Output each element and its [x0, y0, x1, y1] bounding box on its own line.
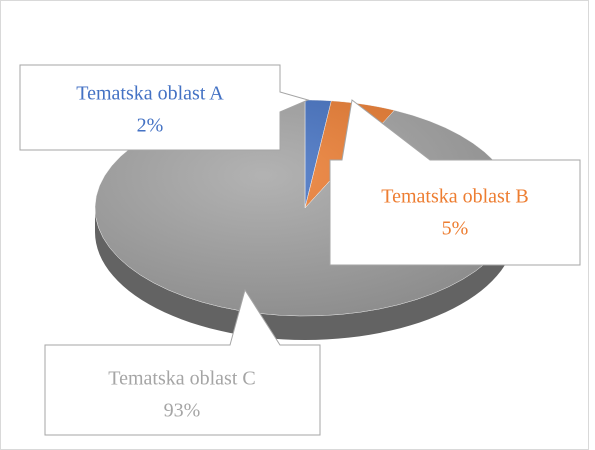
callout [44, 288, 321, 436]
data-label-value: 2% [137, 115, 164, 137]
callout [329, 99, 581, 266]
callout [19, 64, 310, 151]
slice-side [95, 208, 515, 340]
data-label-category: Tematska oblast C [108, 368, 255, 390]
data-label-category: Tematska oblast A [76, 83, 224, 105]
data-label-category: Tematska oblast B [381, 186, 528, 208]
data-label-value: 5% [442, 218, 469, 240]
data-label-value: 93% [164, 400, 201, 422]
